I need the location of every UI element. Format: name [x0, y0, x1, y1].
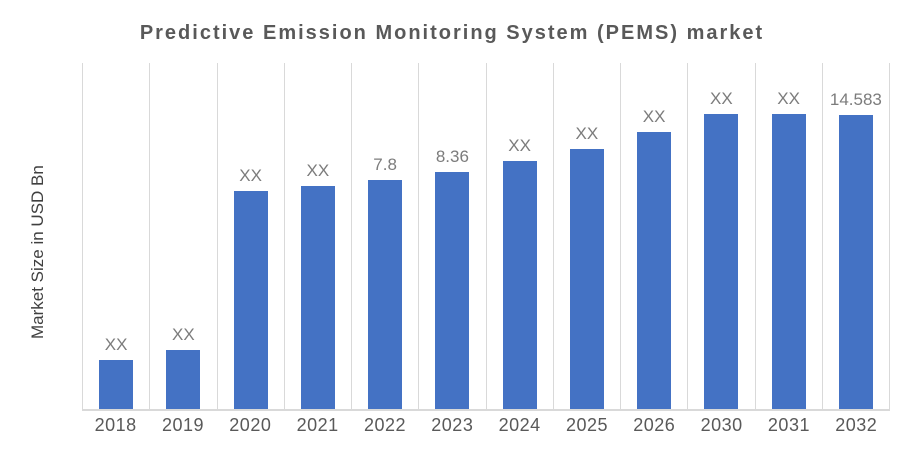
bar-value-label: 8.36 [435, 147, 469, 166]
x-tick-label: 2019 [161, 415, 205, 435]
bar-value-label: XX [710, 89, 733, 108]
bar-2019 [166, 350, 201, 409]
bar-2026 [637, 132, 672, 409]
chart-column-2022: 7.8 [351, 63, 418, 409]
chart-column-2031: XX [754, 63, 822, 409]
x-tick-label: 2025 [565, 415, 608, 435]
bar-value-label: XX [575, 124, 599, 143]
bar-value-label: 14.583 [829, 90, 882, 109]
chart-column-2019: XX [149, 63, 216, 409]
bar-2025 [569, 149, 604, 409]
chart-column-2032: 14.583 [821, 63, 890, 409]
bar-value-label: XX [104, 335, 128, 354]
x-tick-label: 2024 [498, 415, 541, 435]
x-tick-label: 2030 [700, 415, 743, 435]
x-tick-label: 2023 [431, 415, 474, 435]
chart-column-2030: XX [687, 63, 754, 409]
x-tick-label: 2032 [835, 415, 878, 435]
bar-2018 [99, 360, 134, 409]
bar-value-label: XX [508, 136, 531, 155]
chart-column-2024: XX [485, 63, 553, 409]
chart-column-2025: XX [552, 63, 620, 409]
bar-value-label: XX [172, 325, 195, 344]
chart-column-2020: XX [216, 63, 284, 409]
x-tick-label: 2031 [767, 415, 810, 435]
bar-2032 [838, 115, 873, 409]
chart-column-2026: XX [620, 63, 687, 409]
bar-2023 [435, 172, 470, 409]
bar-2022 [368, 180, 403, 409]
bar-2020 [233, 191, 268, 409]
x-tick-label: 2026 [633, 415, 676, 435]
chart-column-2018: XX [82, 63, 149, 409]
bar-2031 [771, 114, 806, 409]
chart-column-2023: 8.36 [418, 63, 485, 409]
bar-2024 [502, 161, 537, 409]
bar-value-label: XX [642, 107, 666, 126]
chart-title: Predictive Emission Monitoring System (P… [139, 22, 765, 44]
x-tick-label: 2020 [229, 415, 272, 435]
y-axis-title: Market Size in USD Bn [28, 165, 47, 339]
bar-2021 [300, 186, 335, 409]
bar-2030 [704, 114, 739, 409]
x-tick-label: 2022 [363, 415, 406, 435]
chart-column-2021: XX [283, 63, 351, 409]
x-tick-label: 2021 [296, 415, 339, 435]
x-axis-labels: 2018 2019 2020 2021 2022 2023 2024 2025 2026 2030… [82, 415, 890, 436]
bar-value-label: XX [239, 166, 262, 185]
plot-area: XX XX XX XX 7.8 8.36 XX XX XX XX XX 14.583 [82, 63, 890, 411]
bar-value-label: XX [306, 161, 330, 180]
bar-value-label: 7.8 [373, 155, 397, 174]
bar-value-label: XX [777, 89, 800, 108]
x-tick-label: 2018 [94, 415, 137, 435]
